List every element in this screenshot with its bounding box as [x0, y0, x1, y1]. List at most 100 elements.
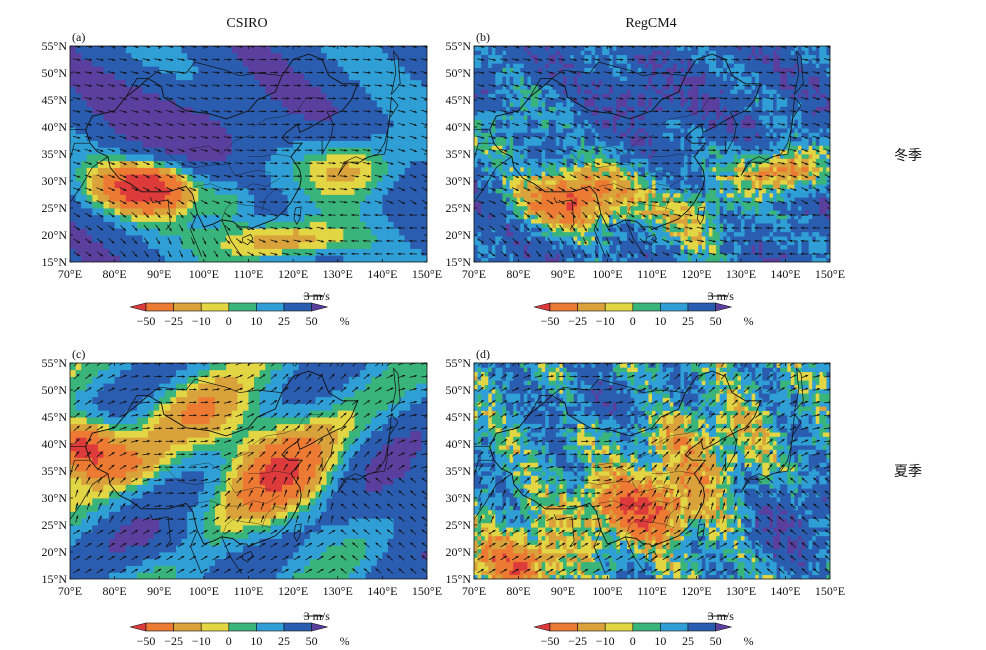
lat-tick-label: 40°N — [42, 437, 68, 451]
colorbar-tick-label: −50 — [541, 314, 560, 328]
lat-tick-label: 45°N — [42, 410, 68, 424]
lon-tick-label: 90°E — [147, 267, 171, 281]
colorbar-tick-label: 0 — [630, 634, 636, 648]
colorbar-tick-label: −10 — [192, 314, 211, 328]
colorbar-extend-low — [129, 622, 147, 632]
colorbar-segment — [283, 622, 312, 632]
colorbar-segment — [228, 622, 257, 632]
lon-tick-label: 80°E — [103, 267, 127, 281]
colorbar-tick-label: −25 — [164, 634, 183, 648]
colorbar-tick-label: 25 — [682, 314, 694, 328]
colorbar-segment — [632, 302, 661, 312]
colorbar-segment — [145, 622, 174, 632]
lat-tick-label: 45°N — [42, 93, 68, 107]
colorbar-segment — [660, 302, 689, 312]
column-title-regcm4: RegCM4 — [625, 16, 676, 31]
panel-label: (c) — [72, 347, 85, 361]
colorbar-top-left: −50 −25 −10 0 10 25 50 % 3 m/s — [129, 289, 350, 328]
lon-tick-label: 70°E — [58, 267, 82, 281]
lon-tick-label: 90°E — [551, 584, 575, 598]
column-title-csiro: CSIRO — [226, 16, 267, 31]
lon-tick-label: 120°E — [278, 267, 308, 281]
lon-tick-label: 120°E — [278, 584, 308, 598]
reference-vector-label: 3 m/s — [708, 289, 735, 303]
colorbar-segment — [660, 622, 689, 632]
lat-tick-label: 45°N — [446, 93, 472, 107]
lon-tick-label: 140°E — [367, 584, 397, 598]
colorbar-extend-high — [715, 622, 732, 632]
lon-tick-label: 140°E — [770, 584, 800, 598]
lat-tick-label: 55°N — [42, 356, 68, 370]
colorbar-segment — [577, 622, 606, 632]
lat-tick-label: 30°N — [446, 174, 472, 188]
colorbar-bottom-right: −50 −25 −10 0 10 25 50 % 3 m/s — [533, 609, 754, 648]
colorbar-top-right: −50 −25 −10 0 10 25 50 % 3 m/s — [533, 289, 754, 328]
lat-tick-label: 25°N — [42, 201, 68, 215]
colorbar-extend-high — [311, 622, 328, 632]
lon-tick-label: 90°E — [147, 584, 171, 598]
colorbar-extend-high — [311, 302, 328, 312]
map-panel-c: 55°N 50°N 45°N 40°N 35°N 30°N 25°N 20°N 15°N70°E… — [42, 347, 443, 598]
lat-tick-label: 55°N — [42, 39, 68, 53]
lon-tick-label: 70°E — [462, 584, 486, 598]
lat-tick-label: 30°N — [42, 491, 68, 505]
lon-tick-label: 130°E — [323, 267, 353, 281]
colorbar-segment — [604, 302, 634, 312]
lat-tick-label: 25°N — [42, 518, 68, 532]
lon-tick-label: 120°E — [681, 584, 711, 598]
shaded-field — [70, 363, 427, 579]
colorbar-segment — [687, 302, 716, 312]
lon-tick-label: 150°E — [815, 267, 845, 281]
lat-tick-label: 20°N — [446, 545, 472, 559]
colorbar-tick-label: 0 — [630, 314, 636, 328]
lon-tick-label: 80°E — [103, 584, 127, 598]
lon-tick-label: 120°E — [681, 267, 711, 281]
colorbar-unit: % — [744, 314, 754, 328]
shaded-field — [474, 46, 830, 262]
lat-tick-label: 50°N — [42, 66, 68, 80]
colorbar-tick-label: −10 — [192, 634, 211, 648]
colorbar-segment — [173, 622, 202, 632]
panel-label: (b) — [476, 30, 490, 44]
colorbar-tick-label: −10 — [596, 634, 615, 648]
lat-tick-label: 45°N — [446, 410, 472, 424]
colorbar-segment — [687, 622, 716, 632]
row-label-summer: 夏季 — [894, 464, 922, 480]
colorbar-segment — [228, 302, 257, 312]
lat-tick-label: 25°N — [446, 518, 472, 532]
colorbar-unit: % — [340, 314, 350, 328]
colorbar-tick-label: 25 — [682, 634, 694, 648]
lon-tick-label: 100°E — [592, 584, 622, 598]
wind-vectors — [476, 46, 830, 258]
colorbar-segment — [145, 302, 174, 312]
reference-vector-label: 3 m/s — [708, 609, 735, 623]
wind-vectors — [477, 363, 830, 574]
lon-tick-label: 80°E — [506, 267, 530, 281]
lon-tick-label: 100°E — [189, 584, 219, 598]
lat-tick-label: 55°N — [446, 39, 472, 53]
colorbar-tick-label: 10 — [654, 634, 666, 648]
colorbar-segment — [200, 622, 230, 632]
colorbar-extend-low — [533, 302, 551, 312]
colorbar-segment — [256, 622, 285, 632]
wind-vectors — [73, 363, 427, 574]
colorbar-tick-label: 50 — [306, 634, 318, 648]
reference-vector-label: 3 m/s — [304, 609, 331, 623]
colorbar-unit: % — [340, 634, 350, 648]
lon-tick-label: 80°E — [506, 584, 530, 598]
colorbar-segment — [200, 302, 230, 312]
map-panel-d: 55°N 50°N 45°N 40°N 35°N 30°N 25°N 20°N 15°N70°E… — [446, 347, 846, 598]
colorbar-segment — [632, 622, 661, 632]
lat-tick-label: 50°N — [446, 66, 472, 80]
row-label-winter: 冬季 — [894, 148, 922, 164]
panel-label: (a) — [72, 30, 85, 44]
lon-tick-label: 90°E — [551, 267, 575, 281]
lon-tick-label: 70°E — [58, 584, 82, 598]
colorbar-segment — [549, 302, 578, 312]
colorbar-segment — [577, 302, 606, 312]
colorbar-tick-label: −10 — [596, 314, 615, 328]
lon-tick-label: 140°E — [770, 267, 800, 281]
country-borders — [70, 50, 401, 257]
map-panel-a: 55°N 50°N 45°N 40°N 35°N 30°N 25°N 20°N 15°N70°E… — [42, 30, 443, 281]
colorbar-tick-label: 25 — [278, 314, 290, 328]
